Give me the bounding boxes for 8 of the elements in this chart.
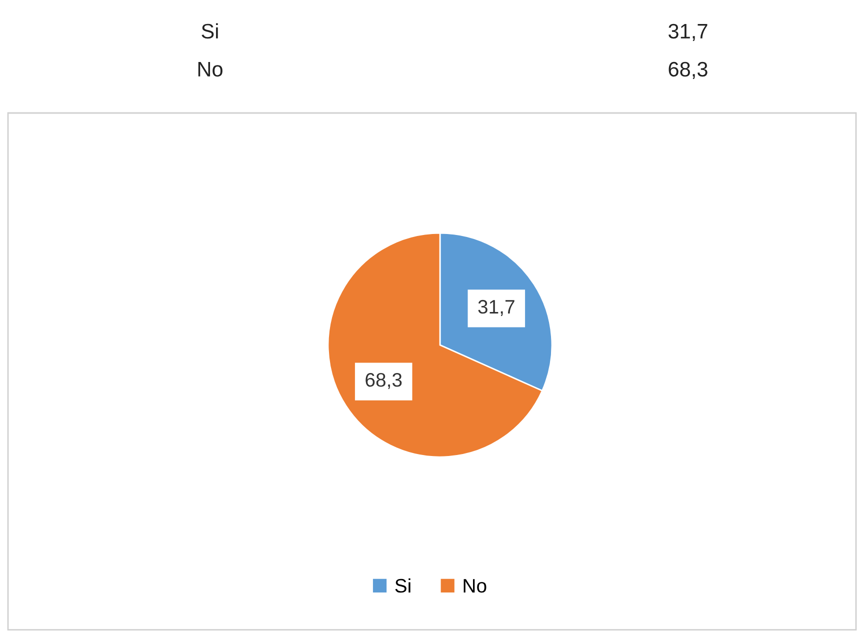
category-label: Si	[202, 23, 218, 39]
category-label: No	[198, 62, 222, 77]
text: 31,7	[668, 24, 708, 42]
text: 68,3	[668, 62, 708, 80]
legend-label: Si	[395, 578, 410, 593]
legend-label: No	[464, 579, 486, 593]
data-label: 68,3	[366, 372, 402, 390]
data-label: 31,7	[478, 300, 514, 316]
